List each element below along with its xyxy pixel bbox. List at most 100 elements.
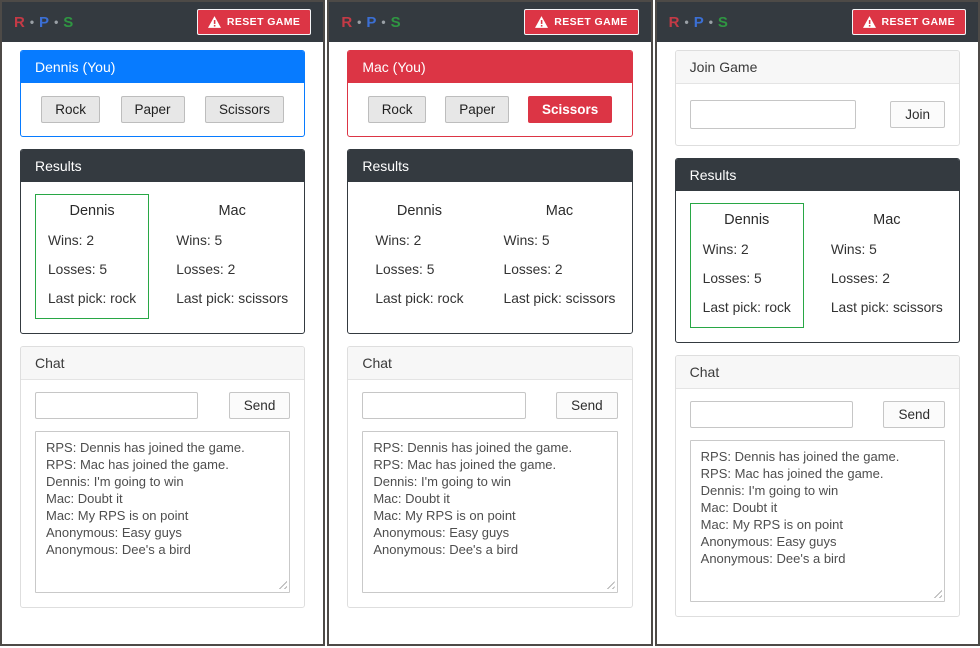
window-mac: R • P • S RESET GAME Mac (You) Rock Paper Sc… bbox=[327, 0, 653, 646]
join-button[interactable]: Join bbox=[890, 101, 945, 128]
resize-grip[interactable] bbox=[605, 580, 615, 589]
navbar: R • P • S RESET GAME bbox=[329, 2, 651, 42]
chat-log-textarea[interactable]: RPS: Dennis has joined the game. RPS: Ma… bbox=[362, 431, 618, 593]
brand-letter-s: S bbox=[717, 13, 729, 31]
send-button[interactable]: Send bbox=[883, 401, 945, 428]
brand-dot: • bbox=[708, 14, 714, 29]
chat-log-textarea[interactable]: RPS: Dennis has joined the game. RPS: Ma… bbox=[689, 440, 945, 602]
chat-input-row: Send bbox=[689, 401, 945, 428]
results-body: Dennis Wins: 2 Losses: 5 Last pick: rock… bbox=[21, 182, 304, 333]
resize-grip[interactable] bbox=[278, 580, 288, 589]
results-card: Results Dennis Wins: 2 Losses: 5 Last pi… bbox=[20, 149, 306, 334]
brand-dot: • bbox=[684, 14, 690, 29]
send-button[interactable]: Send bbox=[228, 392, 291, 419]
losses-stat: Losses: 5 bbox=[48, 262, 108, 277]
chat-log-wrap: RPS: Dennis has joined the game. RPS: Ma… bbox=[362, 431, 618, 593]
app-logo: R • P • S bbox=[14, 14, 74, 31]
results-player-dennis: Dennis Wins: 2 Losses: 5 Last pick: rock bbox=[35, 194, 150, 319]
losses-stat: Losses: 2 bbox=[830, 271, 890, 286]
losses-stat: Losses: 2 bbox=[503, 262, 563, 277]
chat-body: Send RPS: Dennis has joined the game. RP… bbox=[348, 380, 631, 607]
results-player-mac: Mac Wins: 5 Losses: 2 Last pick: scissor… bbox=[818, 203, 956, 328]
results-body: Dennis Wins: 2 Losses: 5 Last pick: rock… bbox=[348, 182, 631, 333]
results-player-dennis: Dennis Wins: 2 Losses: 5 Last pick: rock bbox=[689, 203, 804, 328]
scissors-button-selected[interactable]: Scissors bbox=[527, 96, 613, 123]
chat-log-wrap: RPS: Dennis has joined the game. RPS: Ma… bbox=[35, 431, 291, 593]
move-buttons: Rock Paper Scissors bbox=[348, 83, 631, 136]
paper-button[interactable]: Paper bbox=[445, 96, 510, 123]
player-name: Dennis bbox=[396, 203, 442, 219]
losses-stat: Losses: 5 bbox=[702, 271, 762, 286]
move-buttons: Rock Paper Scissors bbox=[21, 83, 304, 136]
chat-body: Send RPS: Dennis has joined the game. RP… bbox=[676, 389, 959, 616]
brand-letter-r: R bbox=[341, 13, 354, 31]
reset-game-label: RESET GAME bbox=[554, 16, 628, 28]
reset-game-button[interactable]: RESET GAME bbox=[851, 9, 966, 35]
join-game-card: Join Game Join bbox=[674, 50, 960, 146]
brand-dot: • bbox=[54, 14, 60, 29]
reset-game-button[interactable]: RESET GAME bbox=[524, 9, 639, 35]
wins-stat: Wins: 2 bbox=[48, 233, 94, 248]
player-name: Mac bbox=[873, 212, 901, 228]
rock-button[interactable]: Rock bbox=[367, 96, 427, 123]
brand-dot: • bbox=[381, 14, 387, 29]
app-logo: R • P • S bbox=[669, 14, 729, 31]
join-game-body: Join bbox=[676, 84, 959, 145]
resize-grip[interactable] bbox=[932, 589, 942, 598]
chat-log-textarea[interactable]: RPS: Dennis has joined the game. RPS: Ma… bbox=[35, 431, 291, 593]
chat-message-input[interactable] bbox=[362, 392, 526, 419]
brand-dot: • bbox=[357, 14, 363, 29]
results-player-dennis: Dennis Wins: 2 Losses: 5 Last pick: rock bbox=[362, 194, 476, 319]
navbar: R • P • S RESET GAME bbox=[656, 2, 978, 42]
last-pick-stat: Last pick: scissors bbox=[830, 300, 943, 315]
losses-stat: Losses: 5 bbox=[375, 262, 435, 277]
join-name-input[interactable] bbox=[689, 100, 856, 129]
player-name: Mac bbox=[218, 203, 246, 219]
page: Mac (You) Rock Paper Scissors Results De… bbox=[329, 42, 650, 644]
warning-icon bbox=[862, 16, 876, 28]
page: Dennis (You) Rock Paper Scissors Results… bbox=[2, 42, 323, 644]
reset-game-label: RESET GAME bbox=[226, 16, 301, 28]
player-card: Dennis (You) Rock Paper Scissors bbox=[20, 50, 306, 137]
chat-body: Send RPS: Dennis has joined the game. RP… bbox=[21, 380, 304, 607]
brand-letter-s: S bbox=[63, 13, 75, 31]
warning-icon bbox=[535, 16, 549, 28]
wins-stat: Wins: 5 bbox=[503, 233, 550, 248]
chat-header: Chat bbox=[348, 347, 632, 380]
last-pick-stat: Last pick: rock bbox=[48, 291, 137, 306]
chat-input-row: Send bbox=[362, 392, 618, 419]
paper-button[interactable]: Paper bbox=[120, 96, 185, 123]
navbar: R • P • S RESET GAME bbox=[2, 2, 324, 42]
player-card-header: Mac (You) bbox=[348, 51, 632, 83]
window-dennis: R • P • S RESET GAME Dennis (You) Rock Paper… bbox=[0, 0, 326, 646]
brand-letter-p: P bbox=[693, 13, 705, 31]
brand-letter-r: R bbox=[14, 13, 26, 31]
scissors-button[interactable]: Scissors bbox=[205, 96, 285, 123]
window-spectator: R • P • S RESET GAME Join Game Join Results … bbox=[654, 0, 980, 646]
chat-message-input[interactable] bbox=[35, 392, 199, 419]
send-button[interactable]: Send bbox=[556, 392, 618, 419]
last-pick-stat: Last pick: rock bbox=[375, 291, 464, 306]
brand-letter-p: P bbox=[39, 13, 51, 31]
results-body: Dennis Wins: 2 Losses: 5 Last pick: rock… bbox=[676, 191, 959, 342]
wins-stat: Wins: 2 bbox=[375, 233, 422, 248]
results-header: Results bbox=[21, 150, 305, 182]
wins-stat: Wins: 5 bbox=[830, 242, 877, 257]
results-header: Results bbox=[348, 150, 632, 182]
player-card-header: Dennis (You) bbox=[21, 51, 305, 83]
brand-dot: • bbox=[29, 14, 36, 29]
player-name: Mac bbox=[545, 203, 574, 219]
reset-game-button[interactable]: RESET GAME bbox=[196, 9, 312, 35]
losses-stat: Losses: 2 bbox=[176, 262, 236, 277]
warning-icon bbox=[207, 16, 221, 28]
chat-card: Chat Send RPS: Dennis has joined the gam… bbox=[347, 346, 633, 608]
results-header: Results bbox=[675, 159, 959, 191]
reset-game-label: RESET GAME bbox=[881, 16, 955, 28]
results-card: Results Dennis Wins: 2 Losses: 5 Last pi… bbox=[347, 149, 633, 334]
chat-card: Chat Send RPS: Dennis has joined the gam… bbox=[20, 346, 306, 608]
chat-input-row: Send bbox=[35, 392, 291, 419]
chat-log-wrap: RPS: Dennis has joined the game. RPS: Ma… bbox=[689, 440, 945, 602]
rock-button[interactable]: Rock bbox=[41, 96, 101, 123]
chat-message-input[interactable] bbox=[689, 401, 854, 428]
